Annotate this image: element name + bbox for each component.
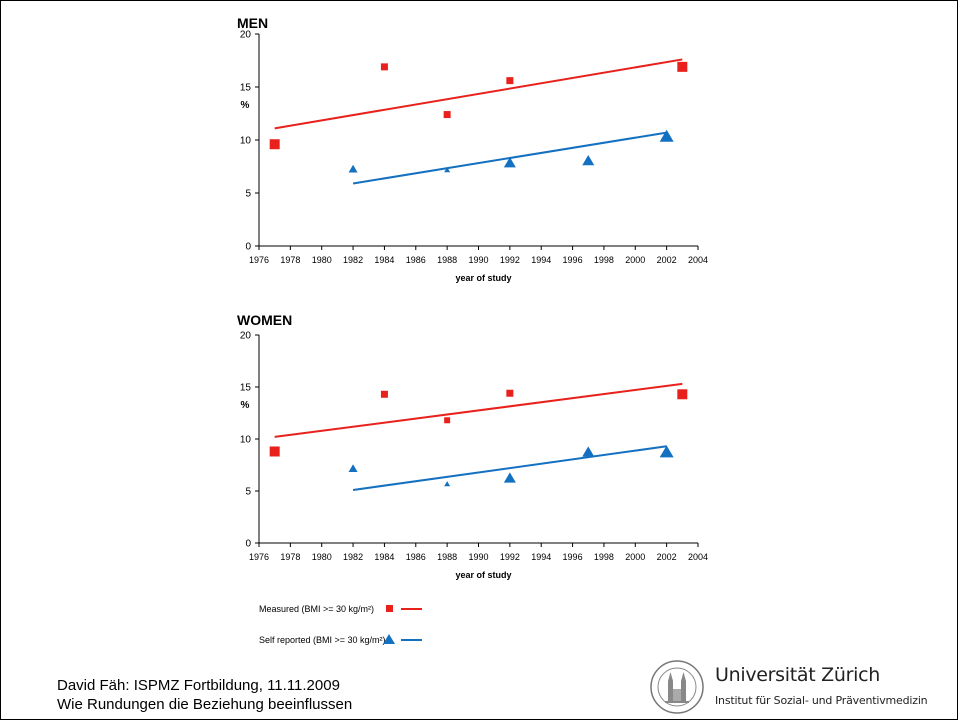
self-reported-data-point (582, 446, 595, 457)
x-tick-label: 1980 (312, 552, 332, 562)
legend-label: Measured (BMI >= 30 kg/m²) (259, 604, 374, 614)
legend-triangle-icon (383, 634, 395, 644)
measured-data-point (443, 111, 451, 119)
x-tick-label: 2004 (688, 552, 708, 562)
measured-trend-line (274, 58, 683, 130)
measured-data-point (444, 417, 451, 424)
y-tick-label: 15 (240, 83, 252, 94)
x-tick-label: 1978 (280, 255, 300, 265)
measured-trend-line (274, 382, 683, 438)
chart-title: MEN (237, 15, 268, 31)
chart-title: WOMEN (237, 312, 292, 328)
x-tick-label: 1982 (343, 552, 363, 562)
y-tick-label: 5 (245, 189, 251, 200)
self-reported-data-point (659, 129, 674, 142)
y-tick-label: 0 (245, 242, 251, 253)
x-tick-label: 1990 (468, 552, 488, 562)
self-reported-trend-line (352, 445, 667, 491)
x-tick-label: 1990 (468, 255, 488, 265)
x-axis-label: year of study (455, 570, 511, 580)
footer-topic-line: Wie Rundungen die Beziehung beeinflussen (57, 696, 353, 713)
y-tick-label: 15 (240, 383, 252, 394)
y-tick-label: 10 (240, 136, 252, 147)
legend: Measured (BMI >= 30 kg/m²) Self reported … (259, 604, 422, 645)
university-seal-icon (650, 660, 704, 714)
x-tick-label: 2000 (625, 552, 645, 562)
self-reported-data-point (444, 481, 451, 487)
x-tick-label: 1994 (531, 552, 551, 562)
measured-data-point (506, 389, 514, 397)
self-reported-data-point (503, 472, 516, 483)
x-tick-label: 2002 (657, 255, 677, 265)
measured-data-point (677, 61, 688, 72)
y-tick-label: 10 (240, 435, 252, 446)
measured-data-point (269, 446, 280, 457)
university-name: Universität Zürich (715, 664, 880, 686)
x-tick-label: 1982 (343, 255, 363, 265)
x-tick-label: 1992 (500, 552, 520, 562)
chart-men: MEN 0 5 10 15 20 1976 1978 1980 1982 1984 1986 1988 1… (237, 15, 708, 283)
x-tick-label: 1988 (437, 255, 457, 265)
x-tick-label: 1986 (406, 552, 426, 562)
y-tick-label: 5 (245, 487, 251, 498)
x-tick-label: 1978 (280, 552, 300, 562)
x-tick-label: 1992 (500, 255, 520, 265)
x-tick-label: 1998 (594, 255, 614, 265)
measured-data-point (380, 390, 388, 398)
self-reported-data-point (503, 157, 516, 168)
legend-square-icon (386, 605, 393, 612)
x-tick-label: 1976 (249, 552, 269, 562)
measured-data-point (269, 139, 280, 150)
x-tick-label: 1984 (374, 552, 394, 562)
x-tick-label: 2000 (625, 255, 645, 265)
footer-author-line: David Fäh: ISPMZ Fortbildung, 11.11.2009 (57, 677, 340, 694)
y-tick-label: 20 (240, 30, 252, 41)
x-tick-label: 1976 (249, 255, 269, 265)
measured-data-point (380, 63, 388, 71)
x-tick-label: 1986 (406, 255, 426, 265)
x-tick-label: 1988 (437, 552, 457, 562)
x-tick-label: 2004 (688, 255, 708, 265)
self-reported-data-point (582, 155, 595, 166)
x-tick-label: 1996 (563, 255, 583, 265)
self-reported-data-point (348, 464, 358, 472)
chart-women: WOMEN 0 5 10 15 20 1976 1978 1980 1982 1984 1986 198… (237, 312, 708, 580)
legend-label: Self reported (BMI >= 30 kg/m²) (259, 635, 386, 645)
measured-data-point (677, 389, 688, 400)
x-tick-label: 1996 (563, 552, 583, 562)
y-axis-label: % (241, 100, 250, 111)
y-axis-label: % (241, 400, 250, 411)
x-axis-label: year of study (455, 273, 511, 283)
institute-name: Institut für Sozial- und Präventivmedizi… (715, 694, 928, 707)
x-tick-label: 1984 (374, 255, 394, 265)
y-tick-label: 20 (240, 331, 252, 342)
y-tick-label: 0 (245, 539, 251, 550)
x-tick-label: 1994 (531, 255, 551, 265)
x-tick-label: 1980 (312, 255, 332, 265)
self-reported-data-point (659, 445, 674, 458)
x-tick-label: 1998 (594, 552, 614, 562)
self-reported-data-point (444, 167, 451, 173)
x-tick-label: 2002 (657, 552, 677, 562)
self-reported-data-point (348, 164, 358, 173)
measured-data-point (506, 77, 514, 85)
